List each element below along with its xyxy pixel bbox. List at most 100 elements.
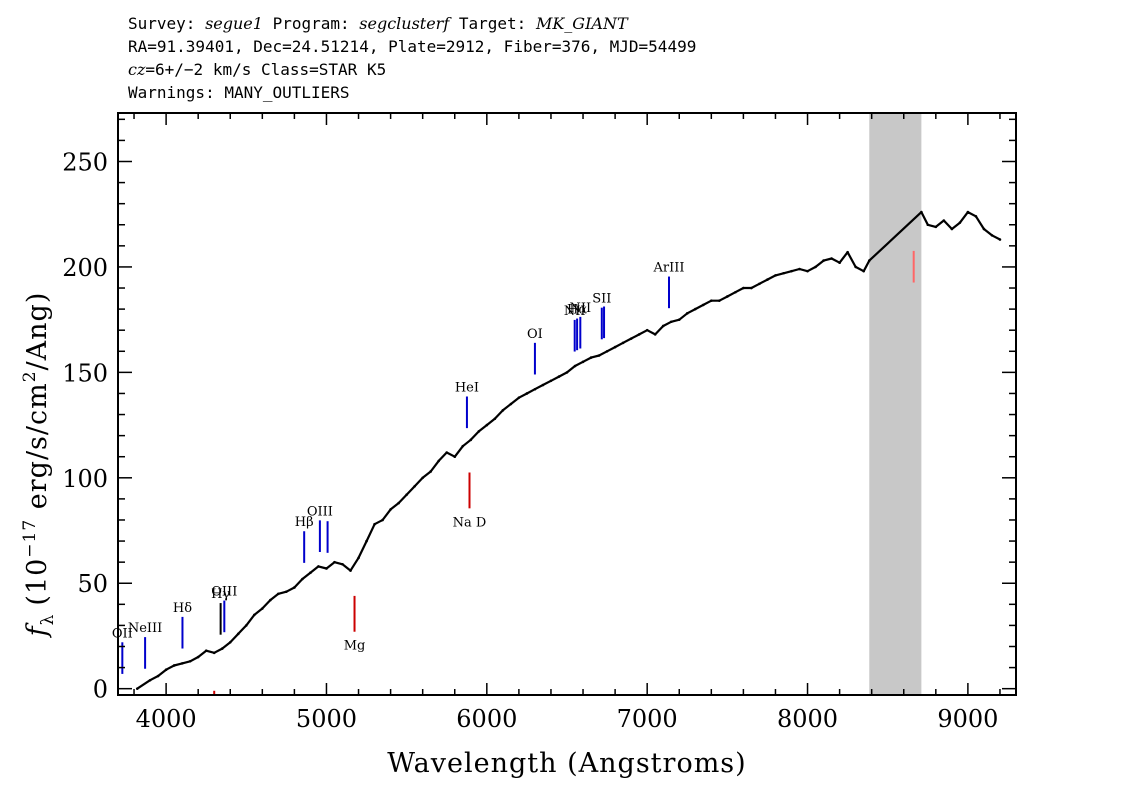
spectrum-point bbox=[228, 640, 232, 644]
spectral-line-label: SII bbox=[592, 292, 611, 307]
y-axis-units: erg/s/cm bbox=[22, 382, 53, 519]
spectrum-point bbox=[365, 539, 368, 543]
spectrum-point bbox=[846, 250, 849, 254]
header-line-warnings: Warnings: MANY_OUTLIERS bbox=[128, 83, 350, 102]
spectrum-point bbox=[822, 259, 825, 262]
spectrum-point bbox=[862, 269, 865, 273]
spectrum-point bbox=[750, 286, 753, 290]
spectrum-point bbox=[135, 687, 139, 690]
spectrum-point bbox=[333, 560, 336, 564]
spectrum-point bbox=[806, 269, 809, 273]
cz-label: cz bbox=[128, 60, 146, 79]
spectrum-point bbox=[710, 299, 713, 302]
spectrum-point bbox=[798, 267, 801, 271]
spectrum-point bbox=[293, 586, 296, 589]
spectrum-point bbox=[220, 647, 224, 650]
spectrum-header: Survey: segue1 Program: segclusterf Targ… bbox=[128, 12, 696, 104]
spectrum-point bbox=[557, 375, 561, 378]
spectrum-point bbox=[405, 493, 408, 496]
spectrum-point bbox=[493, 417, 497, 421]
masked-region bbox=[869, 113, 922, 695]
spectrum-point bbox=[974, 215, 978, 218]
spectral-line-label: OIII bbox=[307, 504, 333, 519]
spectrum-point bbox=[317, 565, 320, 568]
spectral-line-label: OI bbox=[527, 327, 543, 342]
spectrum-point bbox=[196, 655, 200, 659]
spectrum-point bbox=[549, 379, 553, 383]
x-tick-label: 9000 bbox=[937, 705, 998, 733]
spectrum-point bbox=[172, 664, 176, 667]
spectrum-point bbox=[180, 662, 184, 665]
spectrum-point bbox=[758, 282, 761, 286]
spectrum-point bbox=[261, 607, 264, 610]
spectral-line-label: OIII bbox=[211, 585, 237, 600]
spectrum-point bbox=[685, 312, 689, 315]
program-label: Program: bbox=[262, 14, 360, 33]
spectrum-point bbox=[830, 257, 833, 260]
spectral-line-label: ArIII bbox=[652, 261, 684, 276]
spectrum-point bbox=[669, 320, 673, 324]
absorption-label: Mg bbox=[344, 639, 366, 654]
spectrum-point bbox=[309, 571, 312, 574]
spectral-line-label: Hγ bbox=[211, 587, 230, 602]
y-axis-units-exponent: 2 bbox=[20, 370, 40, 382]
spectral-line-label: Hδ bbox=[173, 601, 192, 616]
spectrum-point bbox=[156, 674, 160, 678]
spectrum-point bbox=[982, 227, 986, 231]
spectrum-point bbox=[269, 598, 272, 602]
y-axis-scale-exponent: −17 bbox=[20, 519, 40, 558]
spectrum-point bbox=[653, 333, 657, 336]
spectrum-point bbox=[958, 221, 962, 224]
spectrum-point bbox=[212, 651, 216, 655]
spectrum-point bbox=[204, 649, 208, 653]
spectrum-point bbox=[389, 508, 392, 511]
spectral-line-label: NII bbox=[569, 301, 591, 316]
header-line-redshift: cz=6+/−2 km/s Class=STAR K5 bbox=[128, 58, 696, 81]
x-tick-label: 8000 bbox=[777, 705, 838, 733]
spectrum-point bbox=[629, 337, 633, 340]
y-axis-title: fλ (10−17 erg/s/cm2/Ang) bbox=[20, 292, 58, 639]
spectrum-point bbox=[301, 577, 304, 581]
spectrum-point bbox=[581, 360, 585, 364]
spectrum-point bbox=[541, 383, 545, 387]
spectrum-point bbox=[597, 354, 601, 357]
spectral-line-label: NeIII bbox=[128, 621, 162, 636]
spectrum-point bbox=[605, 349, 609, 353]
spectrum-point bbox=[533, 387, 537, 391]
spectrum-point bbox=[573, 364, 577, 368]
spectrum-point bbox=[966, 210, 970, 214]
spectrum-point bbox=[501, 409, 505, 412]
spectrum-point bbox=[790, 269, 793, 273]
spectrum-point bbox=[429, 470, 432, 473]
spectrum-point bbox=[525, 392, 529, 395]
spectrum-point bbox=[253, 613, 256, 617]
spectrum-point bbox=[934, 225, 938, 229]
survey-value: segue1 bbox=[205, 14, 263, 33]
spectral-line-label: Hβ bbox=[295, 515, 314, 530]
target-label: Target: bbox=[449, 14, 536, 33]
x-tick-label: 4000 bbox=[136, 705, 197, 733]
plot-frame bbox=[117, 112, 1017, 696]
spectrum-point bbox=[509, 402, 513, 406]
spectrum-point bbox=[726, 295, 729, 298]
spectrum-point bbox=[285, 590, 288, 593]
x-tick-label: 7000 bbox=[617, 705, 678, 733]
header-line-survey: Survey: segue1 Program: segclusterf Targ… bbox=[128, 12, 696, 35]
spectrum-point bbox=[774, 274, 777, 277]
spectrum-point bbox=[236, 632, 240, 636]
spectrum-point bbox=[485, 423, 489, 427]
spectrum-point bbox=[854, 265, 857, 269]
y-axis-symbol: f bbox=[22, 622, 53, 638]
absorption-label: Na D bbox=[453, 515, 487, 530]
spectrum-point bbox=[461, 444, 465, 448]
y-axis-symbol-subscript: λ bbox=[38, 614, 58, 626]
spectral-line-label: Hα bbox=[567, 303, 587, 318]
spectrum-point bbox=[477, 430, 481, 433]
spectrum-point bbox=[990, 234, 994, 237]
spectrum-point bbox=[445, 451, 449, 454]
survey-label: Survey: bbox=[128, 14, 206, 33]
spectrum-point bbox=[381, 518, 384, 522]
y-axis-scale: (10 bbox=[22, 558, 53, 606]
y-tick-label: 250 bbox=[62, 149, 108, 177]
spectrum-point bbox=[782, 271, 785, 275]
